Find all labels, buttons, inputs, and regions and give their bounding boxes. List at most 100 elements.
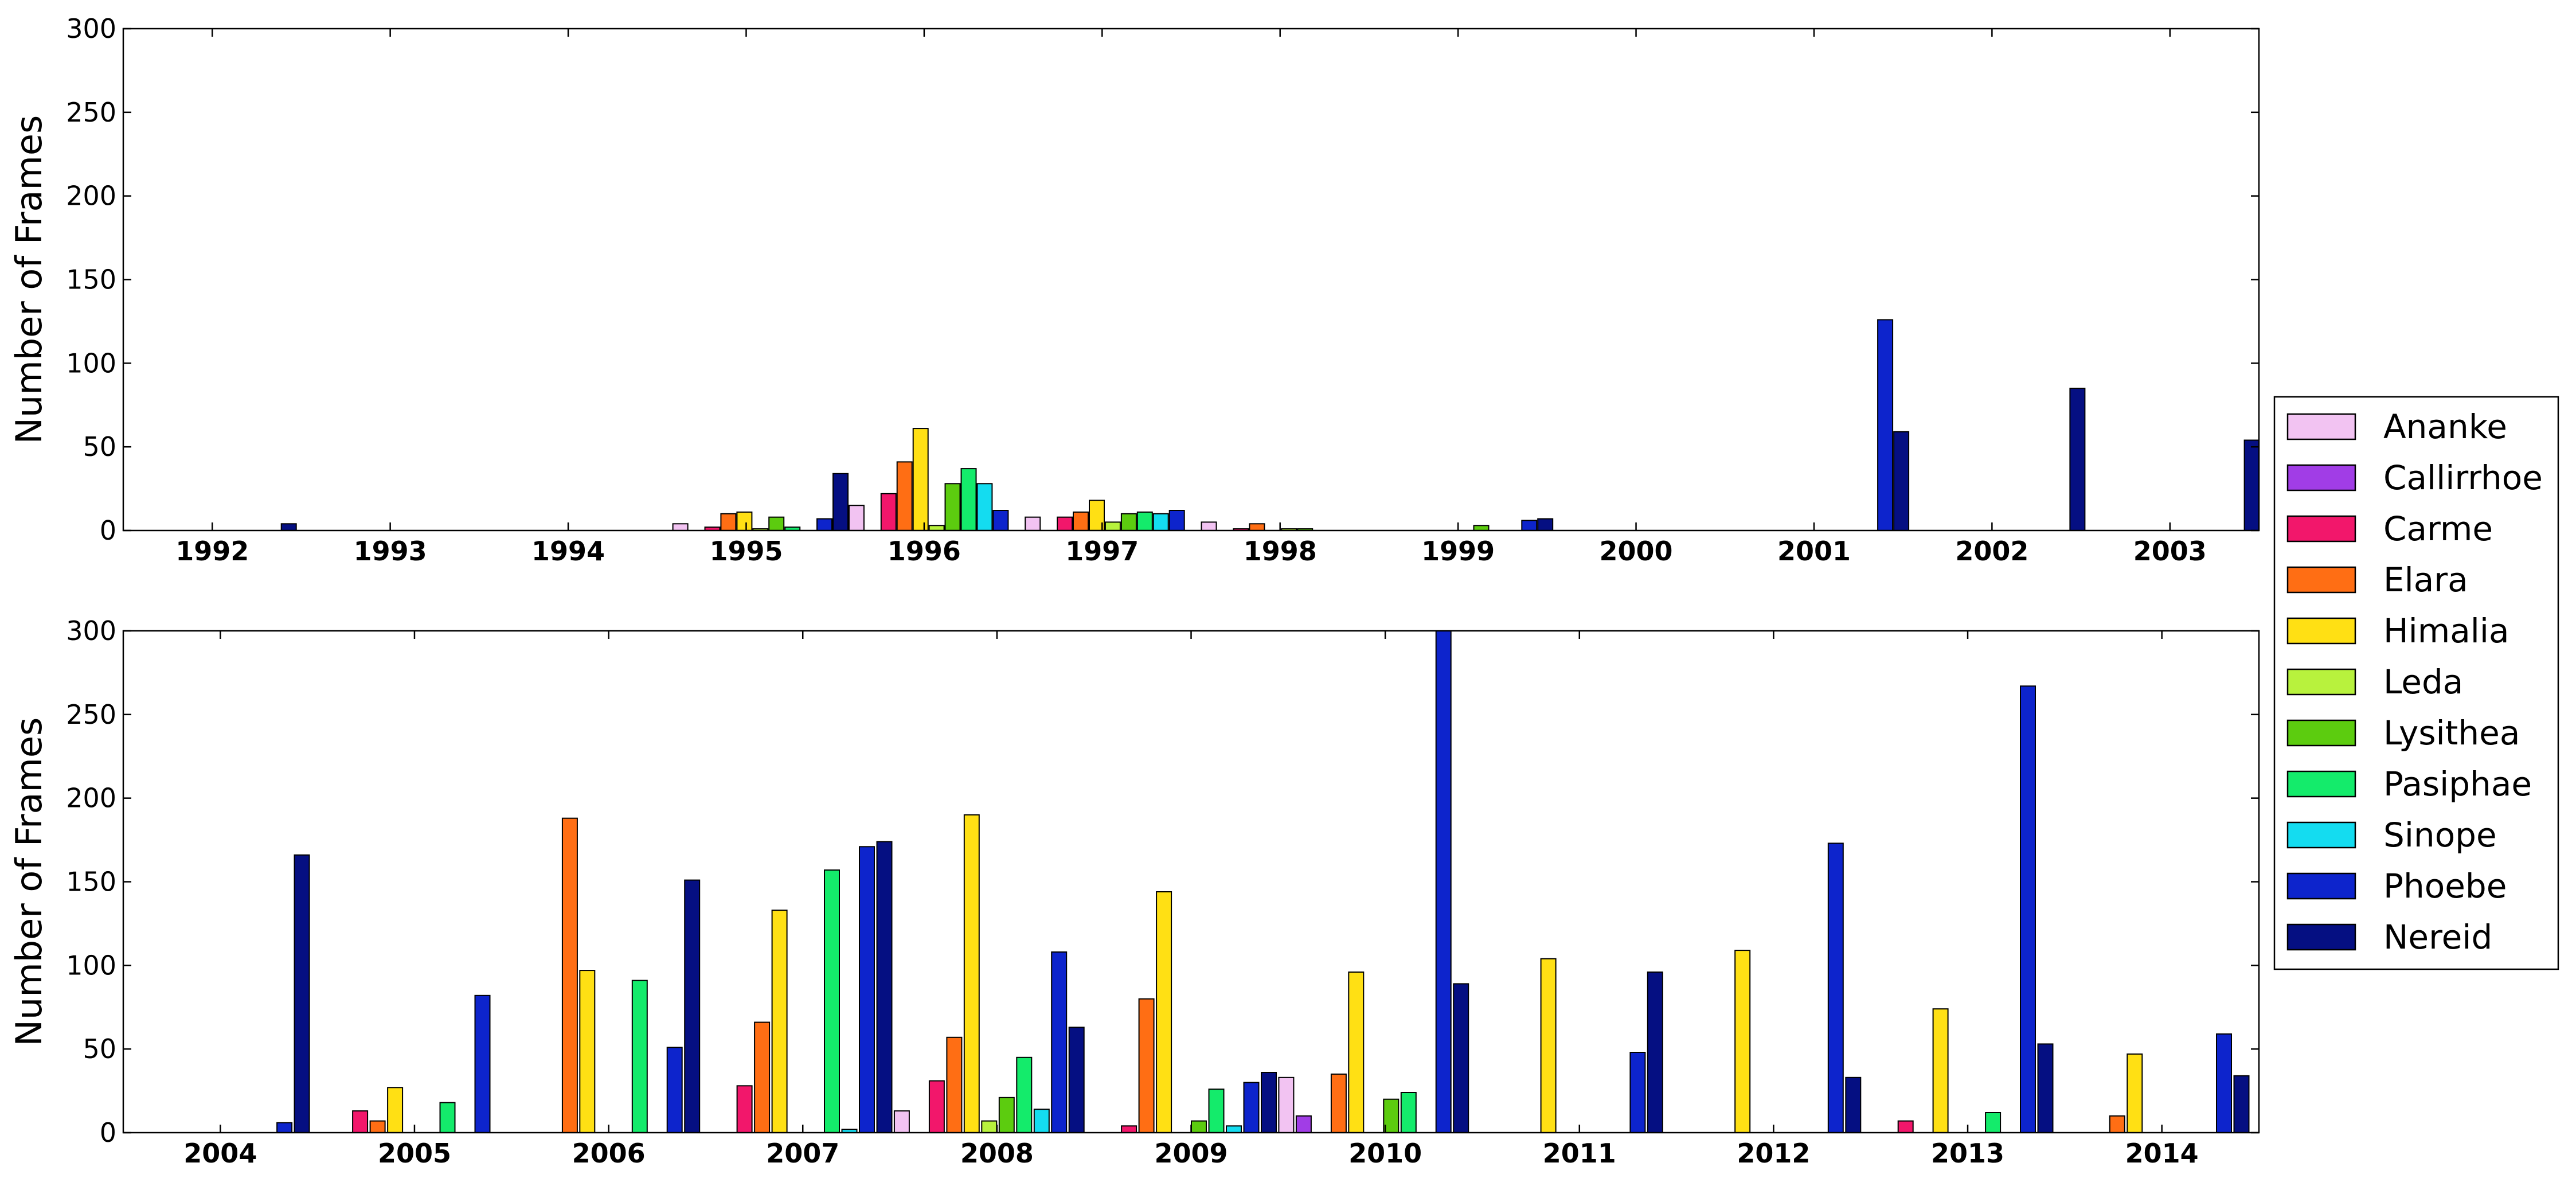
- x-tick-label: 1993: [354, 536, 427, 567]
- bar-phoebe: [816, 518, 832, 530]
- legend-swatch-phoebe: [2286, 872, 2356, 900]
- x-tick-label: 2014: [2125, 1138, 2199, 1169]
- bar-carme: [1057, 516, 1073, 530]
- bar-nereid: [2037, 1043, 2054, 1133]
- bar-phoebe: [1243, 1082, 1260, 1133]
- bar-himalia: [579, 970, 596, 1133]
- bar-phoebe: [276, 1122, 293, 1133]
- bar-pasiphae: [824, 869, 840, 1133]
- bar-nereid: [684, 879, 701, 1133]
- bar-sinope: [1033, 1109, 1050, 1133]
- bar-carme: [352, 1110, 369, 1133]
- bar-himalia: [2127, 1053, 2143, 1133]
- y-tick-label: 50: [83, 1033, 116, 1064]
- bar-elara: [754, 1021, 771, 1133]
- y-tick-label: 250: [66, 97, 116, 128]
- panel-top: 0 50 100 150 200 250 300 1992 1993 1994 1995 1996 19…: [8, 13, 2260, 567]
- legend-label-nereid: Nereid: [2383, 918, 2492, 957]
- bar-phoebe: [1629, 1052, 1646, 1133]
- bar-elara: [896, 461, 913, 530]
- x-tick-label: 1994: [531, 536, 605, 567]
- y-tick-label: 50: [83, 431, 116, 462]
- bar-pasiphae: [1208, 1089, 1225, 1133]
- bar-phoebe: [992, 510, 1009, 530]
- legend-label-phoebe: Phoebe: [2383, 867, 2507, 906]
- bar-lysithea: [998, 1097, 1015, 1133]
- legend-swatch-himalia: [2286, 617, 2356, 645]
- x-tick-label: 2000: [1600, 536, 1673, 567]
- bar-elara: [369, 1120, 386, 1133]
- bar-pasiphae: [1016, 1056, 1033, 1133]
- bar-nereid: [876, 841, 893, 1133]
- legend-swatch-elara: [2286, 566, 2356, 594]
- y-tick-label: 0: [100, 1117, 116, 1148]
- y-tick-label: 150: [66, 264, 116, 295]
- bar-elara: [1138, 998, 1155, 1133]
- bar-nereid: [2069, 388, 2086, 530]
- bar-phoebe: [2216, 1033, 2232, 1133]
- bar-carme: [880, 493, 897, 530]
- bar-carme: [704, 526, 721, 530]
- bars: [280, 319, 2259, 530]
- bar-nereid: [294, 854, 310, 1133]
- bar-phoebe: [1168, 510, 1185, 530]
- bar-nereid: [1537, 518, 1554, 530]
- x-tick-label: 2013: [1931, 1138, 2004, 1169]
- x-tick-label: 1997: [1065, 536, 1139, 567]
- bar-sinope: [1152, 513, 1169, 530]
- bar-nereid: [1453, 983, 1469, 1133]
- bar-lysithea: [1473, 525, 1490, 530]
- bar-elara: [561, 817, 578, 1133]
- y-tick-label: 300: [66, 615, 116, 646]
- bar-lysithea: [1383, 1098, 1400, 1133]
- x-tick-label: 2001: [1777, 536, 1851, 567]
- legend-swatch-carme: [2286, 515, 2356, 543]
- y-tick-label: 250: [66, 699, 116, 730]
- bar-pasiphae: [784, 526, 801, 530]
- bar-himalia: [387, 1087, 404, 1133]
- bar-nereid: [1845, 1076, 1862, 1133]
- legend-swatch-leda: [2286, 668, 2356, 696]
- bar-lysithea: [944, 483, 961, 530]
- bar-leda: [928, 525, 945, 530]
- bar-elara: [946, 1036, 963, 1133]
- bar-pasiphae: [1136, 511, 1153, 530]
- bar-himalia: [1348, 972, 1365, 1133]
- bar-ananke: [672, 523, 689, 530]
- bar-pasiphae: [631, 980, 648, 1133]
- bar-himalia: [963, 814, 980, 1133]
- bar-pasiphae: [960, 468, 977, 530]
- bar-nereid: [1893, 431, 1910, 530]
- x-tick-label: 1992: [175, 536, 249, 567]
- x-tick-label: 2011: [1543, 1138, 1616, 1169]
- legend-label-ananke: Ananke: [2383, 407, 2507, 446]
- bar-lysithea: [1120, 513, 1137, 530]
- bar-ananke: [1201, 521, 1217, 530]
- y-tick-label: 100: [66, 348, 116, 379]
- x-tick-label: 2003: [2133, 536, 2207, 567]
- bar-leda: [1104, 521, 1121, 530]
- legend-swatch-callirrhoe: [2286, 464, 2356, 491]
- legend-label-lysithea: Lysithea: [2383, 713, 2520, 752]
- bar-phoebe: [1435, 631, 1452, 1133]
- bar-pasiphae: [439, 1102, 456, 1133]
- y-tick-label: 100: [66, 950, 116, 981]
- x-tick-label: 2009: [1154, 1138, 1228, 1169]
- bar-himalia: [1156, 891, 1172, 1133]
- bar-callirrhoe: [1295, 1115, 1312, 1133]
- bar-nereid: [2233, 1075, 2250, 1133]
- legend: Ananke Callirrhoe Carme Elara Himalia Leda Lys…: [2273, 396, 2559, 970]
- bar-nereid: [1647, 972, 1663, 1133]
- legend-label-sinope: Sinope: [2383, 816, 2497, 855]
- legend-swatch-pasiphae: [2286, 770, 2356, 798]
- bar-himalia: [1540, 958, 1557, 1133]
- bar-carme: [1897, 1120, 1914, 1133]
- legend-label-elara: Elara: [2383, 560, 2468, 599]
- legend-swatch-sinope: [2286, 821, 2356, 849]
- legend-swatch-ananke: [2286, 413, 2356, 440]
- x-tick-label: 2006: [572, 1138, 646, 1169]
- bar-lysithea: [768, 516, 785, 530]
- panel-bottom: 0 50 100 150 200 250 300 2004 2005 2006 2007 2008 20…: [8, 615, 2260, 1169]
